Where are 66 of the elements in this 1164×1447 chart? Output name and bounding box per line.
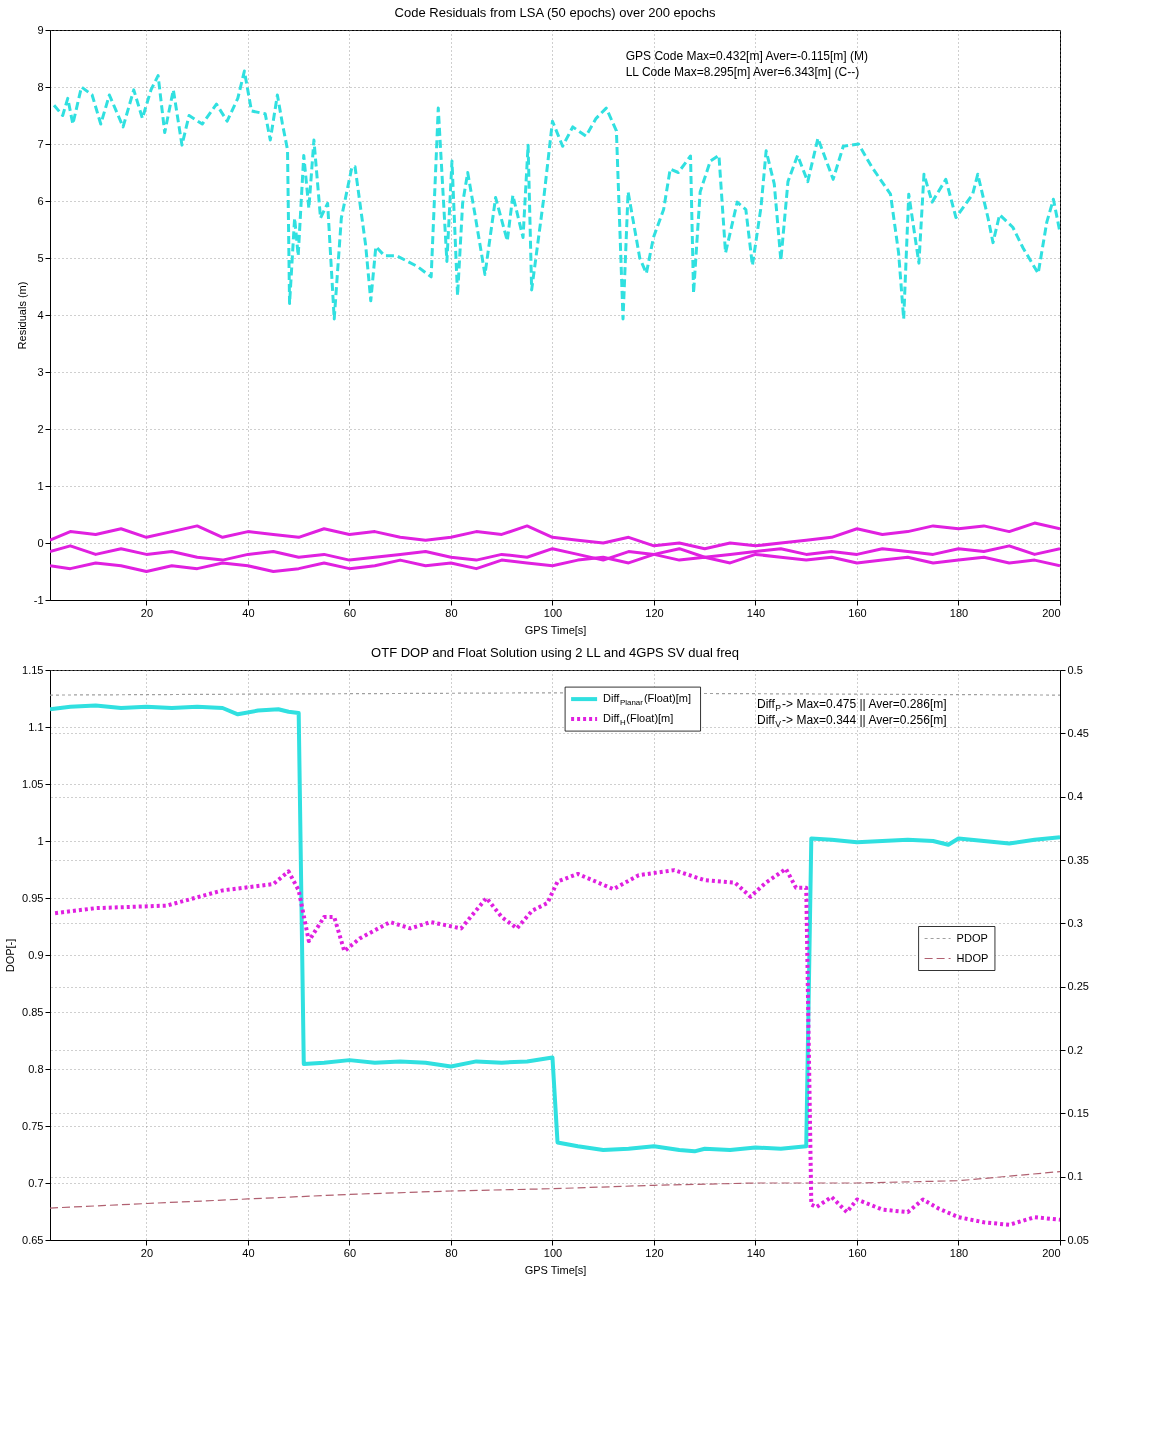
x-tick-label: 120 — [645, 606, 664, 619]
x-tick-label: 120 — [645, 1246, 664, 1259]
line-series — [53, 866, 1060, 1227]
y-tick-label: 0 — [37, 536, 44, 549]
line-series — [50, 1171, 1060, 1209]
y-tick-label: 7 — [37, 137, 44, 150]
legend-label: PDOP — [956, 931, 988, 944]
y-tick-label: 0.85 — [22, 1005, 44, 1018]
x-tick-label: 200 — [1042, 1246, 1061, 1259]
annotation: GPS Code Max=0.432[m] Aver=-0.115[m] (M) — [625, 48, 869, 63]
y-tick-label: 0.95 — [22, 891, 44, 904]
y-tick-label: 0.65 — [22, 1233, 44, 1246]
y-tick-label: 6 — [37, 194, 44, 207]
x-tick-label: 100 — [543, 606, 563, 619]
x-tick-label: 160 — [848, 606, 867, 619]
y2-tick-label: 0.25 — [1067, 980, 1089, 993]
legend-label: HDOP — [956, 951, 989, 964]
x-tick-label: 80 — [445, 606, 458, 619]
x-tick-label: 180 — [949, 606, 969, 619]
x-axis-title: GPS Time[s] — [524, 623, 587, 636]
annotation: LL Code Max=8.295[m] Aver=6.343[m] (C--) — [625, 64, 860, 79]
x-tick-label: 100 — [543, 1246, 563, 1259]
y-tick-label: 9 — [37, 23, 44, 36]
y-tick-label: -1 — [33, 593, 44, 606]
y-tick-label: 0.7 — [28, 1176, 44, 1189]
y2-tick-label: 0.05 — [1067, 1233, 1089, 1246]
y2-tick-label: 0.4 — [1067, 790, 1083, 803]
line-series — [50, 521, 1060, 551]
x-tick-label: 60 — [343, 1246, 357, 1259]
x-tick-label: 20 — [140, 1246, 154, 1259]
chart-title: OTF DOP and Float Solution using 2 LL and 4GPS SV dual freq — [371, 645, 739, 660]
x-tick-label: 160 — [848, 1246, 867, 1259]
chart-title: Code Residuals from LSA (50 epochs) over 200 epochs — [394, 5, 716, 20]
y-tick-label: 0.9 — [28, 948, 44, 961]
y-axis-title: Residuals (m) — [15, 281, 28, 350]
x-tick-label: 60 — [343, 606, 357, 619]
x-tick-label: 200 — [1042, 606, 1061, 619]
y2-tick-label: 0.45 — [1067, 726, 1089, 739]
y2-tick-label: 0.1 — [1067, 1170, 1083, 1183]
y-tick-label: 5 — [37, 251, 44, 264]
y-tick-label: 1.05 — [22, 777, 44, 790]
y-tick-label: 8 — [37, 80, 44, 93]
y-tick-label: 1.1 — [28, 720, 44, 733]
x-axis-title: GPS Time[s] — [524, 1263, 587, 1276]
y2-tick-label: 0.5 — [1067, 663, 1083, 676]
x-tick-label: 180 — [949, 1246, 969, 1259]
y2-tick-label: 0.2 — [1067, 1043, 1083, 1056]
x-tick-label: 140 — [746, 606, 766, 619]
y-tick-label: 1 — [37, 834, 44, 847]
y-tick-label: 1.15 — [22, 663, 44, 676]
y-tick-label: 1 — [37, 479, 44, 492]
y2-tick-label: 0.15 — [1067, 1106, 1089, 1119]
x-tick-label: 40 — [242, 606, 255, 619]
x-tick-label: 140 — [746, 1246, 766, 1259]
y-tick-label: 2 — [37, 422, 44, 435]
x-tick-label: 20 — [140, 606, 154, 619]
x-tick-label: 80 — [445, 1246, 458, 1259]
x-tick-label: 40 — [242, 1246, 255, 1259]
y-tick-label: 3 — [37, 365, 44, 378]
y2-tick-label: 0.35 — [1067, 853, 1089, 866]
y-tick-label: 0.75 — [22, 1119, 44, 1132]
line-series — [52, 69, 1060, 321]
y-tick-label: 4 — [37, 308, 44, 321]
y-axis-title: DOP[-] — [4, 938, 17, 973]
y-tick-label: 0.8 — [28, 1062, 44, 1075]
y2-tick-label: 0.3 — [1067, 916, 1083, 929]
